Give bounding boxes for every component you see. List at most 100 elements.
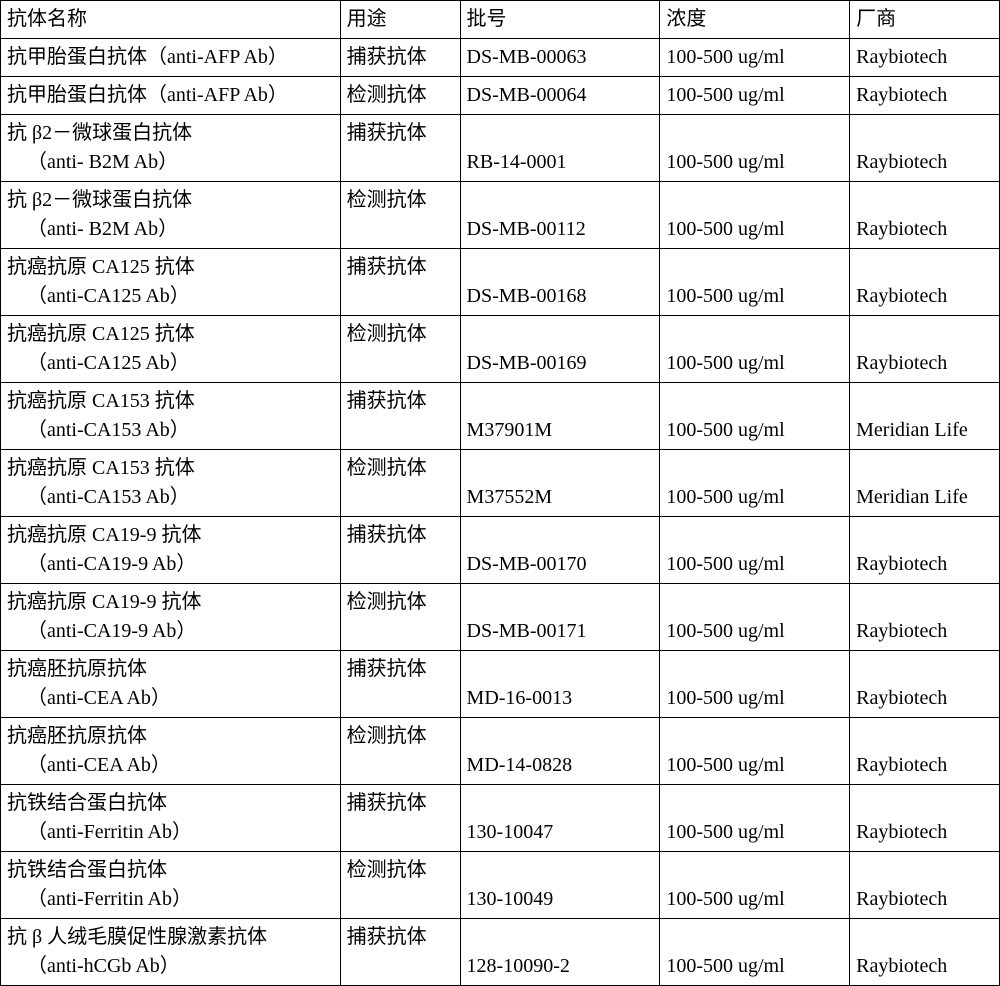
cell-use: 捕获抗体 bbox=[340, 115, 460, 182]
cell-conc: 100-500 ug/ml bbox=[660, 852, 850, 919]
col-header-name: 抗体名称 bbox=[1, 1, 341, 39]
cell-lot: RB-14-0001 bbox=[460, 115, 660, 182]
cell-lot: 128-10090-2 bbox=[460, 919, 660, 986]
table-row: 抗铁结合蛋白抗体（anti-Ferritin Ab）捕获抗体130-100471… bbox=[1, 785, 1000, 852]
col-header-use: 用途 bbox=[340, 1, 460, 39]
table-row: 抗铁结合蛋白抗体（anti-Ferritin Ab）检测抗体130-100491… bbox=[1, 852, 1000, 919]
name-line: 抗癌抗原 CA19-9 抗体 bbox=[7, 521, 334, 550]
cell-conc: 100-500 ug/ml bbox=[660, 450, 850, 517]
cell-name: 抗癌胚抗原抗体（anti-CEA Ab） bbox=[1, 718, 341, 785]
table-row: 抗甲胎蛋白抗体（anti-AFP Ab）检测抗体DS-MB-00064100-5… bbox=[1, 77, 1000, 115]
name-line: 抗癌抗原 CA125 抗体 bbox=[7, 320, 334, 349]
name-line: 抗癌胚抗原抗体 bbox=[7, 655, 334, 684]
name-line: （anti-CEA Ab） bbox=[7, 684, 334, 713]
cell-vendor: Raybiotech bbox=[850, 182, 1000, 249]
table-row: 抗癌胚抗原抗体（anti-CEA Ab）捕获抗体MD-16-0013100-50… bbox=[1, 651, 1000, 718]
name-line: 抗癌抗原 CA153 抗体 bbox=[7, 454, 334, 483]
name-line: 抗癌抗原 CA125 抗体 bbox=[7, 253, 334, 282]
col-header-vendor: 厂商 bbox=[850, 1, 1000, 39]
cell-vendor: Raybiotech bbox=[850, 77, 1000, 115]
cell-name: 抗癌抗原 CA125 抗体（anti-CA125 Ab） bbox=[1, 249, 341, 316]
cell-lot: MD-16-0013 bbox=[460, 651, 660, 718]
name-line: （anti-Ferritin Ab） bbox=[7, 818, 334, 847]
cell-lot: DS-MB-00171 bbox=[460, 584, 660, 651]
antibody-table: 抗体名称 用途 批号 浓度 厂商 抗甲胎蛋白抗体（anti-AFP Ab）捕获抗… bbox=[0, 0, 1000, 986]
cell-use: 检测抗体 bbox=[340, 316, 460, 383]
cell-name: 抗癌抗原 CA19-9 抗体（anti-CA19-9 Ab） bbox=[1, 517, 341, 584]
name-line: 抗甲胎蛋白抗体（anti-AFP Ab） bbox=[7, 81, 334, 110]
cell-vendor: Raybiotech bbox=[850, 852, 1000, 919]
cell-vendor: Raybiotech bbox=[850, 919, 1000, 986]
cell-lot: DS-MB-00063 bbox=[460, 39, 660, 77]
cell-conc: 100-500 ug/ml bbox=[660, 517, 850, 584]
table-row: 抗癌抗原 CA19-9 抗体（anti-CA19-9 Ab）检测抗体DS-MB-… bbox=[1, 584, 1000, 651]
name-line: （anti- B2M Ab） bbox=[7, 215, 334, 244]
cell-vendor: Raybiotech bbox=[850, 39, 1000, 77]
cell-vendor: Raybiotech bbox=[850, 517, 1000, 584]
cell-lot: 130-10047 bbox=[460, 785, 660, 852]
cell-name: 抗铁结合蛋白抗体（anti-Ferritin Ab） bbox=[1, 785, 341, 852]
col-header-conc: 浓度 bbox=[660, 1, 850, 39]
antibody-table-container: 抗体名称 用途 批号 浓度 厂商 抗甲胎蛋白抗体（anti-AFP Ab）捕获抗… bbox=[0, 0, 1000, 986]
name-line: 抗 β2－微球蛋白抗体 bbox=[7, 186, 334, 215]
cell-conc: 100-500 ug/ml bbox=[660, 919, 850, 986]
cell-vendor: Meridian Life bbox=[850, 383, 1000, 450]
cell-conc: 100-500 ug/ml bbox=[660, 718, 850, 785]
cell-vendor: Raybiotech bbox=[850, 718, 1000, 785]
table-row: 抗癌抗原 CA153 抗体（anti-CA153 Ab）检测抗体M37552M1… bbox=[1, 450, 1000, 517]
cell-use: 捕获抗体 bbox=[340, 651, 460, 718]
cell-conc: 100-500 ug/ml bbox=[660, 316, 850, 383]
name-line: 抗铁结合蛋白抗体 bbox=[7, 856, 334, 885]
cell-name: 抗癌抗原 CA125 抗体（anti-CA125 Ab） bbox=[1, 316, 341, 383]
name-line: （anti-Ferritin Ab） bbox=[7, 885, 334, 914]
cell-lot: M37552M bbox=[460, 450, 660, 517]
name-line: （anti-CA19-9 Ab） bbox=[7, 550, 334, 579]
table-row: 抗癌抗原 CA125 抗体（anti-CA125 Ab）捕获抗体DS-MB-00… bbox=[1, 249, 1000, 316]
table-row: 抗癌胚抗原抗体（anti-CEA Ab）检测抗体MD-14-0828100-50… bbox=[1, 718, 1000, 785]
name-line: （anti-CA153 Ab） bbox=[7, 483, 334, 512]
cell-conc: 100-500 ug/ml bbox=[660, 77, 850, 115]
cell-conc: 100-500 ug/ml bbox=[660, 249, 850, 316]
name-line: （anti-hCGb Ab） bbox=[7, 952, 334, 981]
name-line: 抗癌抗原 CA19-9 抗体 bbox=[7, 588, 334, 617]
name-line: 抗 β2－微球蛋白抗体 bbox=[7, 119, 334, 148]
cell-conc: 100-500 ug/ml bbox=[660, 383, 850, 450]
cell-name: 抗癌胚抗原抗体（anti-CEA Ab） bbox=[1, 651, 341, 718]
cell-use: 检测抗体 bbox=[340, 584, 460, 651]
cell-lot: DS-MB-00169 bbox=[460, 316, 660, 383]
cell-use: 检测抗体 bbox=[340, 718, 460, 785]
cell-use: 捕获抗体 bbox=[340, 785, 460, 852]
name-line: 抗 β 人绒毛膜促性腺激素抗体 bbox=[7, 923, 334, 952]
cell-name: 抗癌抗原 CA19-9 抗体（anti-CA19-9 Ab） bbox=[1, 584, 341, 651]
cell-vendor: Raybiotech bbox=[850, 651, 1000, 718]
cell-conc: 100-500 ug/ml bbox=[660, 182, 850, 249]
cell-conc: 100-500 ug/ml bbox=[660, 651, 850, 718]
cell-vendor: Raybiotech bbox=[850, 249, 1000, 316]
cell-name: 抗癌抗原 CA153 抗体（anti-CA153 Ab） bbox=[1, 450, 341, 517]
cell-vendor: Raybiotech bbox=[850, 785, 1000, 852]
table-row: 抗癌抗原 CA125 抗体（anti-CA125 Ab）检测抗体DS-MB-00… bbox=[1, 316, 1000, 383]
name-line: 抗铁结合蛋白抗体 bbox=[7, 789, 334, 818]
cell-name: 抗 β 人绒毛膜促性腺激素抗体（anti-hCGb Ab） bbox=[1, 919, 341, 986]
cell-lot: MD-14-0828 bbox=[460, 718, 660, 785]
cell-conc: 100-500 ug/ml bbox=[660, 785, 850, 852]
cell-use: 捕获抗体 bbox=[340, 39, 460, 77]
table-row: 抗癌抗原 CA153 抗体（anti-CA153 Ab）捕获抗体M37901M1… bbox=[1, 383, 1000, 450]
table-row: 抗癌抗原 CA19-9 抗体（anti-CA19-9 Ab）捕获抗体DS-MB-… bbox=[1, 517, 1000, 584]
cell-use: 捕获抗体 bbox=[340, 919, 460, 986]
table-row: 抗 β2－微球蛋白抗体（anti- B2M Ab）捕获抗体RB-14-00011… bbox=[1, 115, 1000, 182]
cell-lot: DS-MB-00170 bbox=[460, 517, 660, 584]
cell-vendor: Meridian Life bbox=[850, 450, 1000, 517]
cell-name: 抗甲胎蛋白抗体（anti-AFP Ab） bbox=[1, 39, 341, 77]
cell-name: 抗 β2－微球蛋白抗体（anti- B2M Ab） bbox=[1, 182, 341, 249]
cell-use: 检测抗体 bbox=[340, 852, 460, 919]
cell-name: 抗癌抗原 CA153 抗体（anti-CA153 Ab） bbox=[1, 383, 341, 450]
cell-lot: DS-MB-00112 bbox=[460, 182, 660, 249]
cell-use: 检测抗体 bbox=[340, 77, 460, 115]
name-line: 抗癌胚抗原抗体 bbox=[7, 722, 334, 751]
cell-use: 检测抗体 bbox=[340, 182, 460, 249]
cell-vendor: Raybiotech bbox=[850, 115, 1000, 182]
name-line: （anti-CA125 Ab） bbox=[7, 282, 334, 311]
name-line: （anti-CA125 Ab） bbox=[7, 349, 334, 378]
table-row: 抗 β2－微球蛋白抗体（anti- B2M Ab）检测抗体DS-MB-00112… bbox=[1, 182, 1000, 249]
